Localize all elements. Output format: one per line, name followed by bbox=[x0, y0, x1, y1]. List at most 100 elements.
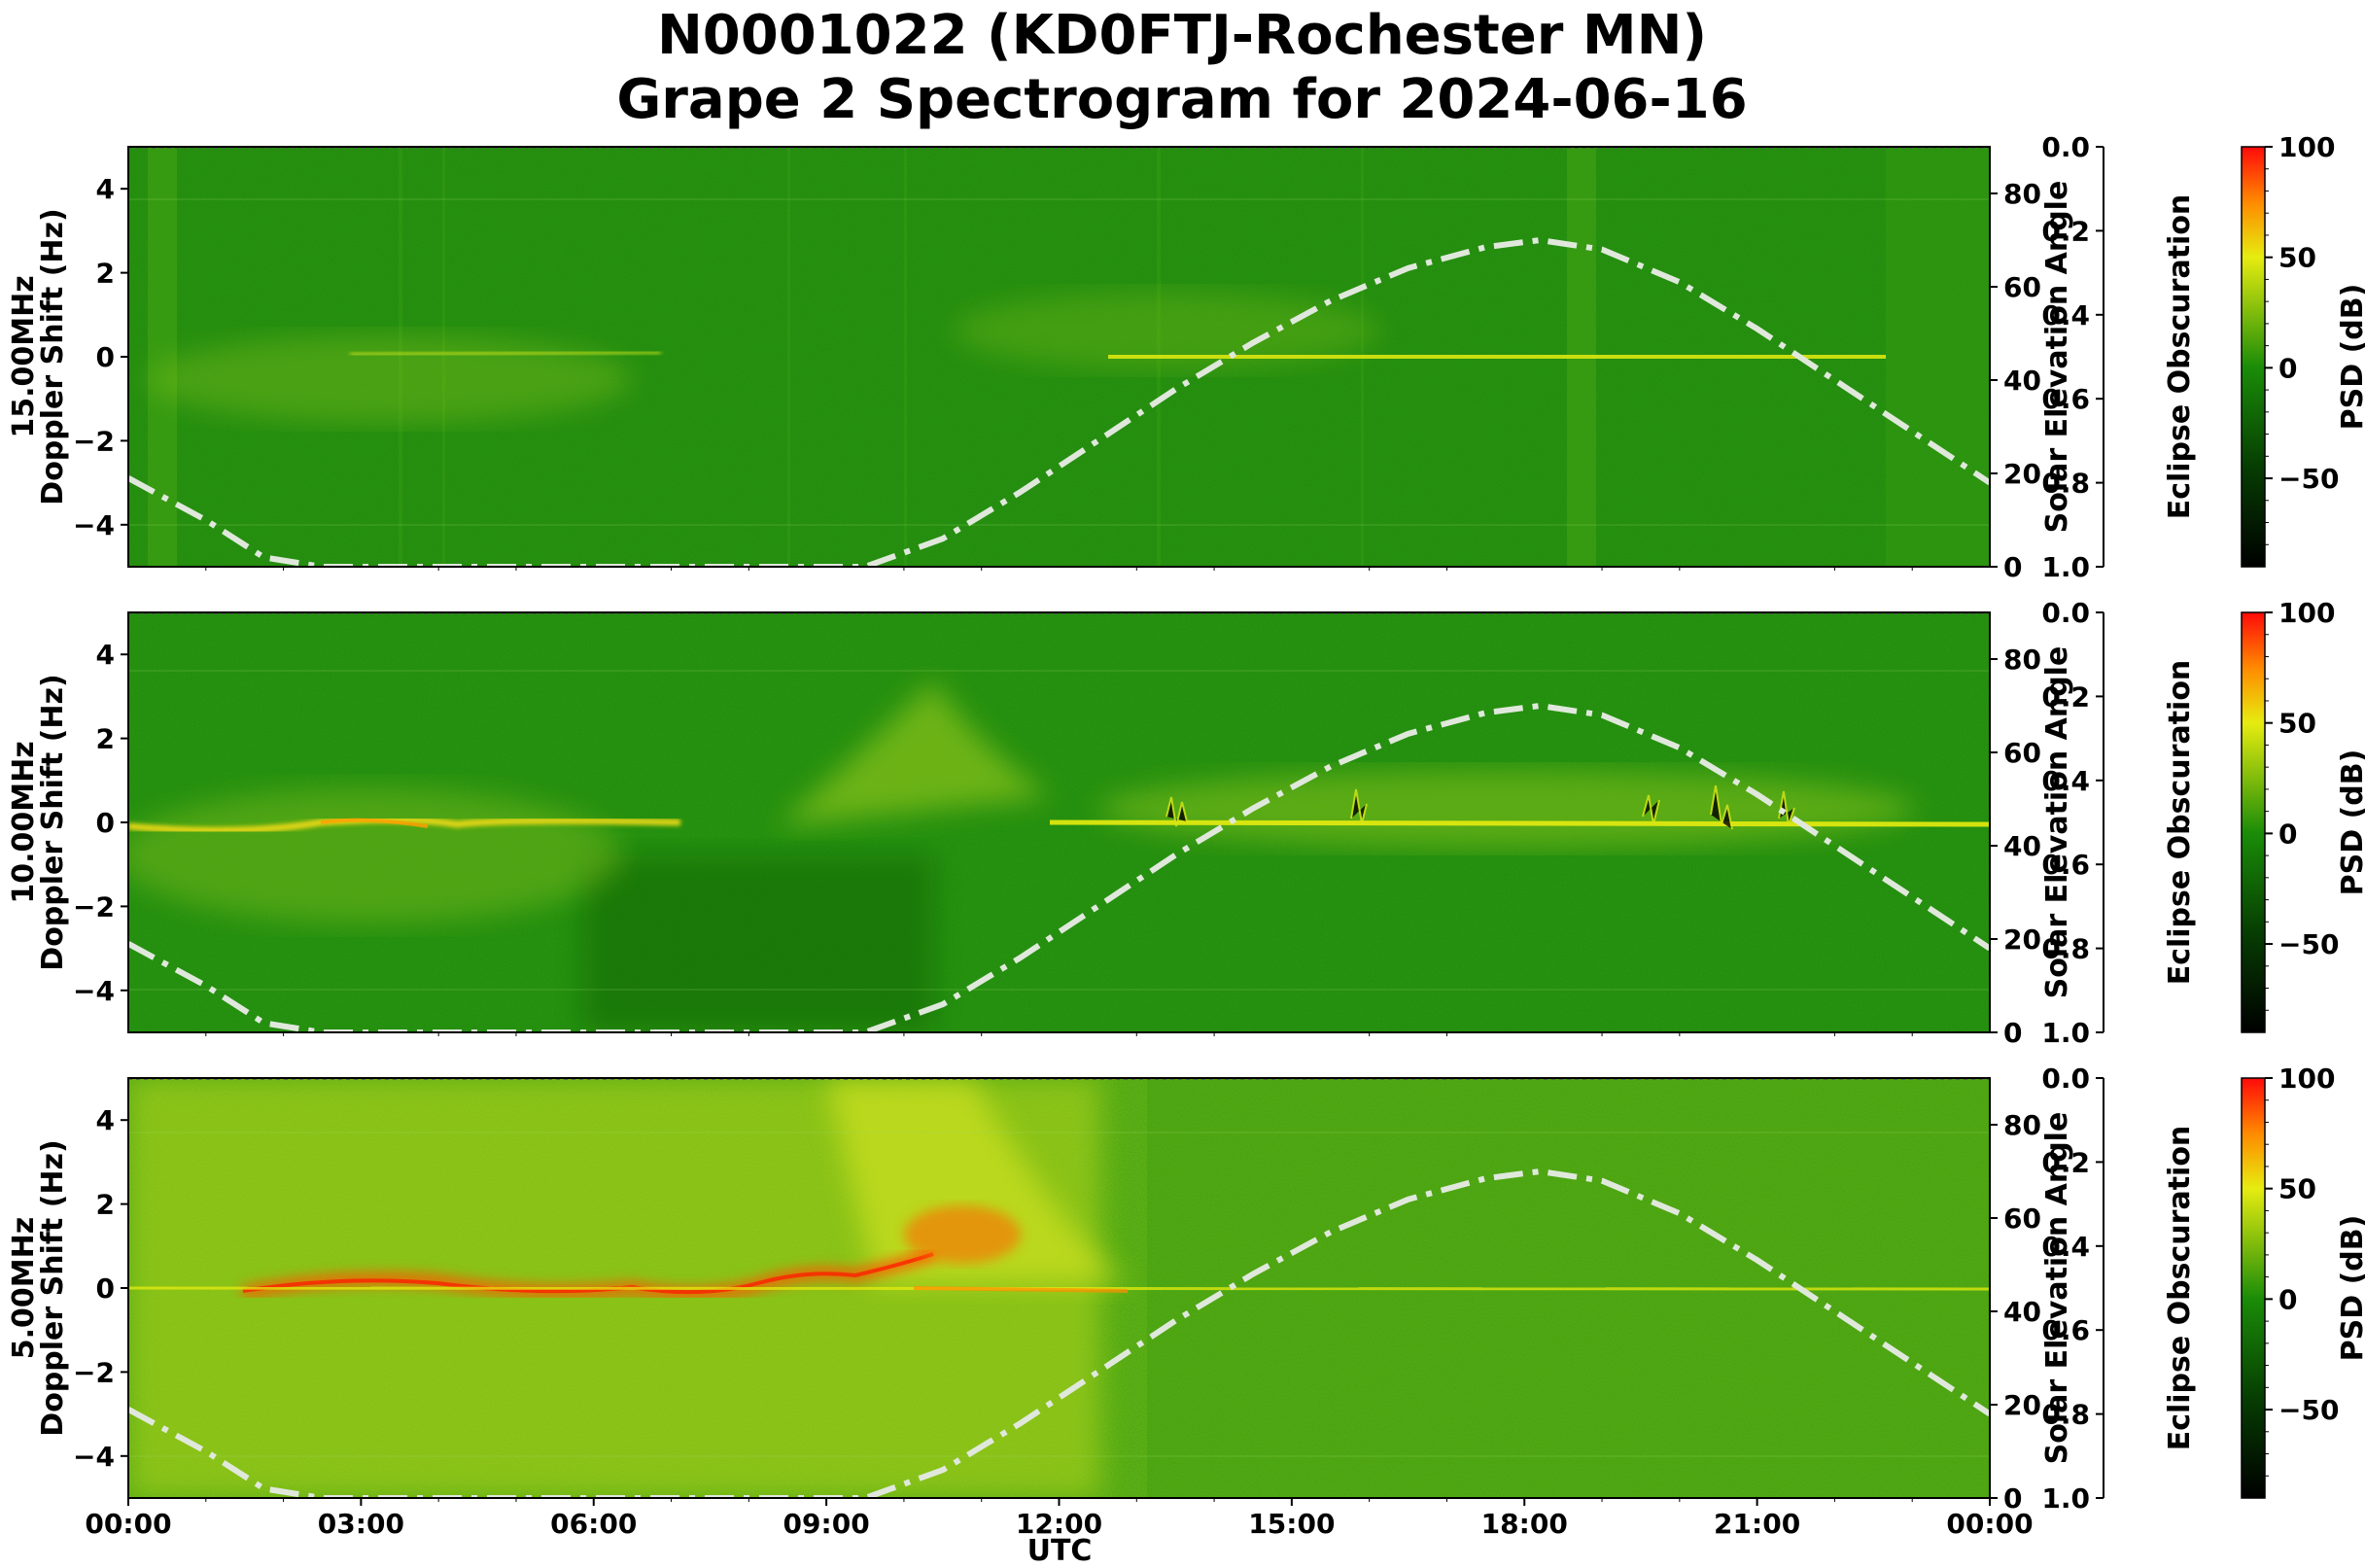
cbar-label-15mhz: PSD (dB) bbox=[2336, 284, 2365, 431]
cbar-label-5mhz: PSD (dB) bbox=[2336, 1215, 2365, 1362]
y2-tick-label: 20 bbox=[2003, 923, 2041, 956]
y2-tick-label: 40 bbox=[2003, 365, 2041, 397]
y2-tick-label: 0 bbox=[2003, 1017, 2022, 1049]
y-tick-label: 4 bbox=[96, 173, 115, 205]
cbar-tick-label: 50 bbox=[2278, 708, 2316, 740]
y-tick-label: −2 bbox=[73, 890, 115, 923]
colorbar-15mhz: 100 50 0 −50 bbox=[2241, 131, 2339, 568]
y2-axis-ticks-15mhz: 0 20 40 60 80 bbox=[1990, 178, 2041, 583]
spectrogram-5mhz bbox=[128, 1078, 1990, 1498]
y-tick-label: −4 bbox=[73, 975, 115, 1007]
cbar-tick-label: 0 bbox=[2278, 818, 2297, 850]
noise-band-early bbox=[148, 147, 177, 567]
y-tick-label: 0 bbox=[96, 341, 115, 373]
y3-tick-label: 1.0 bbox=[2041, 551, 2090, 583]
cbar-tick-label: 100 bbox=[2278, 597, 2335, 629]
y3-tick-label: 0.4 bbox=[2041, 299, 2090, 331]
x-axis-ticks: 00:00 03:00 06:00 09:00 12:00 15:00 18:00 21:00… bbox=[85, 567, 2034, 1540]
y2-tick-label: 80 bbox=[2003, 644, 2041, 676]
y3label-15mhz: Eclipse Obscuration bbox=[2163, 194, 2197, 520]
y3-tick-label: 0.4 bbox=[2041, 765, 2090, 797]
colorbar-5mhz: 100 50 0 −50 bbox=[2241, 1063, 2339, 1499]
y3-axis-5mhz: 0.0 0.2 0.4 0.6 0.8 1.0 bbox=[2041, 1063, 2104, 1515]
y-tick-label: −4 bbox=[73, 509, 115, 541]
carrier-trace-10mhz-afternoon bbox=[1049, 819, 1990, 827]
y2label-10mhz: Solar Elevation Angle bbox=[2040, 646, 2074, 999]
y3label-10mhz: Eclipse Obscuration bbox=[2163, 660, 2197, 986]
y3-tick-label: 0.2 bbox=[2041, 215, 2090, 247]
ylabel-line1-10mhz: 10.00MHz bbox=[7, 741, 41, 903]
ylabel-line1-15mhz: 15.00MHz bbox=[7, 275, 41, 437]
spectrogram-15mhz bbox=[128, 147, 1990, 567]
y2-tick-label: 60 bbox=[2003, 1202, 2041, 1235]
y3label-5mhz: Eclipse Obscuration bbox=[2163, 1126, 2197, 1451]
spectrogram-10mhz bbox=[128, 612, 1990, 1032]
cbar-tick-label: −50 bbox=[2278, 1394, 2339, 1426]
cbar-label-10mhz: PSD (dB) bbox=[2336, 749, 2365, 896]
y2-tick-label: 0 bbox=[2003, 551, 2022, 583]
y3-tick-label: 0.0 bbox=[2041, 131, 2090, 163]
x-tick-label: 00:00 bbox=[85, 1508, 171, 1540]
cbar-tick-label: 100 bbox=[2278, 1063, 2335, 1095]
y2-tick-label: 80 bbox=[2003, 1109, 2041, 1141]
x-tick-label: 06:00 bbox=[550, 1508, 637, 1540]
y-tick-label: −4 bbox=[73, 1441, 115, 1473]
cbar-tick-label: 0 bbox=[2278, 1283, 2297, 1315]
figure-title-line2: Grape 2 Spectrogram for 2024-06-16 bbox=[616, 68, 1747, 131]
y2-axis-ticks-10mhz: 0 20 40 60 80 bbox=[1990, 644, 2041, 1049]
y3-tick-label: 0.8 bbox=[2041, 468, 2090, 500]
solar-elevation-line-5mhz bbox=[128, 1167, 1990, 1498]
y3-tick-label: 0.6 bbox=[2041, 849, 2090, 881]
y-tick-label: 0 bbox=[96, 807, 115, 839]
y-axis-ticks-5mhz: 4 2 0 −2 −4 bbox=[73, 1104, 128, 1473]
y3-tick-label: 0.6 bbox=[2041, 1314, 2090, 1346]
colorbar-gradient bbox=[2241, 611, 2266, 1033]
figure-title-line1: N0001022 (KD0FTJ-Rochester MN) bbox=[657, 4, 1707, 67]
cbar-tick-label: 50 bbox=[2278, 1173, 2316, 1205]
x-tick-label: 15:00 bbox=[1248, 1508, 1335, 1540]
y-tick-label: −2 bbox=[73, 425, 115, 457]
y3-tick-label: 1.0 bbox=[2041, 1482, 2090, 1515]
x-tick-label: 18:00 bbox=[1481, 1508, 1568, 1540]
y-tick-label: 0 bbox=[96, 1272, 115, 1305]
y2-tick-label: 60 bbox=[2003, 737, 2041, 769]
y3-tick-label: 0.2 bbox=[2041, 1146, 2090, 1178]
x-tick-label: 00:00 bbox=[1946, 1508, 2033, 1540]
y-tick-label: 2 bbox=[96, 723, 115, 755]
x-tick-label: 03:00 bbox=[318, 1508, 404, 1540]
cbar-tick-label: −50 bbox=[2278, 463, 2339, 495]
solar-elevation-line-15mhz bbox=[128, 236, 1990, 567]
y3-tick-label: 0.6 bbox=[2041, 383, 2090, 415]
carrier-trace-10mhz-morning bbox=[128, 816, 681, 834]
y3-axis-10mhz: 0.0 0.2 0.4 0.6 0.8 1.0 bbox=[2041, 597, 2104, 1049]
colorbar-10mhz: 100 50 0 −50 bbox=[2241, 597, 2339, 1033]
cbar-tick-label: 0 bbox=[2278, 352, 2297, 384]
y2-tick-label: 20 bbox=[2003, 458, 2041, 490]
y3-tick-label: 0.8 bbox=[2041, 1399, 2090, 1431]
solar-elevation-line-10mhz bbox=[128, 702, 1990, 1032]
ylabel-line2-15mhz: Doppler Shift (Hz) bbox=[36, 208, 70, 505]
y-tick-label: 2 bbox=[96, 1189, 115, 1221]
y2label-15mhz: Solar Elevation Angle bbox=[2040, 181, 2074, 534]
y2-tick-label: 40 bbox=[2003, 830, 2041, 862]
ylabel-line2-10mhz: Doppler Shift (Hz) bbox=[36, 674, 70, 970]
cbar-tick-label: −50 bbox=[2278, 928, 2339, 960]
y-tick-label: 4 bbox=[96, 639, 115, 671]
y-tick-label: 2 bbox=[96, 258, 115, 290]
y2-axis-ticks-5mhz: 0 20 40 60 80 bbox=[1990, 1109, 2041, 1515]
cbar-tick-label: 50 bbox=[2278, 242, 2316, 274]
x-tick-label: 12:00 bbox=[1016, 1508, 1102, 1540]
y3-tick-label: 0.0 bbox=[2041, 1063, 2090, 1095]
x-axis-label: UTC bbox=[1027, 1534, 1093, 1568]
y3-tick-label: 1.0 bbox=[2041, 1017, 2090, 1049]
y-tick-label: 4 bbox=[96, 1104, 115, 1136]
y3-tick-label: 0.0 bbox=[2041, 597, 2090, 629]
y2-tick-label: 0 bbox=[2003, 1482, 2022, 1515]
colorbar-gradient bbox=[2241, 1077, 2266, 1499]
y-tick-label: −2 bbox=[73, 1356, 115, 1388]
y3-tick-label: 0.2 bbox=[2041, 680, 2090, 713]
